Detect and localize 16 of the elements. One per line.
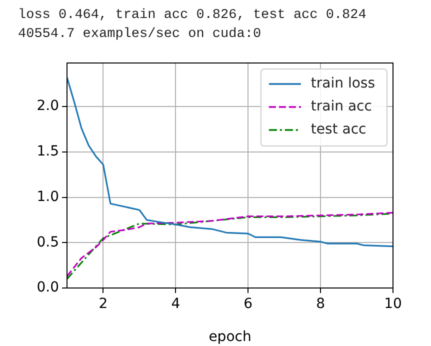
x-axis-title: epoch: [208, 329, 252, 346]
x-tick-label: 10: [384, 296, 402, 312]
x-tick-label: 2: [98, 296, 108, 312]
y-tick-label: 1.0: [36, 188, 59, 205]
x-tick-label: 6: [244, 296, 253, 312]
legend-label: test acc: [310, 122, 366, 138]
legend-label: train acc: [310, 98, 372, 115]
y-tick-label: 0.0: [36, 280, 59, 296]
x-tick-label: 4: [171, 296, 180, 312]
chart-title: loss 0.464, train acc 0.826, test acc 0.824: [18, 7, 366, 25]
legend-label: train loss: [310, 76, 376, 92]
chart-subtitle: 40554.7 examples/sec on cuda:0: [18, 26, 262, 44]
x-tick-label: 8: [316, 296, 326, 312]
y-tick-label: 1.5: [36, 144, 59, 160]
y-tick-label: 0.5: [36, 234, 59, 250]
y-tick-label: 2.0: [36, 98, 59, 114]
